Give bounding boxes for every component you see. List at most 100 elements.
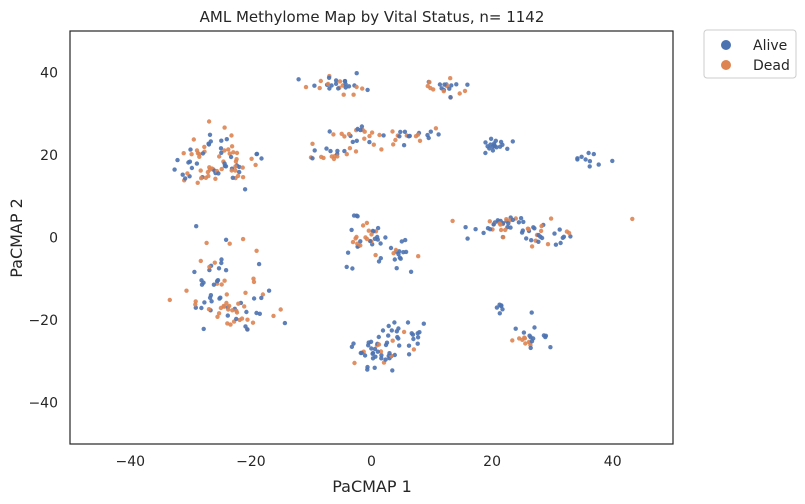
point-alive <box>218 295 223 300</box>
point-dead <box>391 251 396 256</box>
point-alive <box>230 175 235 180</box>
point-alive <box>392 320 397 325</box>
point-alive <box>454 82 459 87</box>
point-dead <box>501 235 506 240</box>
point-alive <box>558 240 563 246</box>
point-dead <box>498 227 504 233</box>
point-dead <box>219 166 224 172</box>
point-alive <box>202 300 207 305</box>
x-tick-label: −40 <box>116 454 146 470</box>
point-alive <box>296 77 301 82</box>
point-dead <box>250 320 256 325</box>
y-tick-label: 20 <box>40 148 58 164</box>
point-alive <box>519 230 525 235</box>
point-dead <box>202 144 207 150</box>
point-alive <box>372 346 378 352</box>
legend-marker-dead <box>721 60 731 70</box>
point-dead <box>504 217 509 222</box>
point-alive <box>591 151 596 157</box>
point-dead <box>317 85 322 91</box>
point-alive <box>536 239 541 244</box>
point-alive <box>225 313 230 318</box>
point-alive <box>587 164 592 169</box>
x-tick-label: 0 <box>367 454 376 470</box>
point-dead <box>362 136 367 141</box>
point-alive <box>398 129 403 135</box>
point-alive <box>528 345 533 351</box>
point-dead <box>195 180 200 185</box>
point-alive <box>194 161 200 166</box>
point-dead <box>213 176 218 181</box>
point-dead <box>342 134 347 139</box>
point-dead <box>390 129 395 134</box>
point-dead <box>441 89 446 94</box>
point-dead <box>254 248 259 253</box>
point-dead <box>390 338 395 343</box>
point-dead <box>378 349 384 354</box>
legend-marker-alive <box>721 40 731 50</box>
point-alive <box>405 320 411 325</box>
point-dead <box>350 239 356 245</box>
point-alive <box>396 336 401 341</box>
point-alive <box>380 328 386 333</box>
point-alive <box>436 132 441 137</box>
point-alive <box>396 326 401 331</box>
point-dead <box>376 342 382 347</box>
point-dead <box>450 218 455 224</box>
point-dead <box>448 76 453 81</box>
legend-label-alive: Alive <box>753 38 787 54</box>
point-alive <box>237 169 242 175</box>
x-tick-label: 40 <box>604 454 622 470</box>
point-alive <box>211 282 217 287</box>
point-dead <box>167 297 172 303</box>
point-alive <box>336 86 341 91</box>
point-alive <box>370 356 376 361</box>
point-alive <box>228 154 234 160</box>
point-dead <box>366 228 371 233</box>
point-alive <box>379 353 384 358</box>
point-dead <box>240 236 246 242</box>
point-alive <box>350 139 355 145</box>
point-dead <box>369 130 375 135</box>
point-alive <box>396 252 401 257</box>
point-alive <box>199 278 204 283</box>
point-alive <box>408 269 414 274</box>
point-alive <box>344 264 349 270</box>
point-alive <box>335 148 340 154</box>
point-dead <box>393 247 399 253</box>
point-alive <box>518 216 524 221</box>
point-dead <box>197 154 202 159</box>
point-alive <box>375 349 380 354</box>
point-alive <box>495 218 500 223</box>
point-alive <box>180 172 185 177</box>
point-dead <box>415 132 421 137</box>
point-dead <box>193 299 198 304</box>
point-dead <box>566 230 572 236</box>
point-alive <box>219 260 224 266</box>
point-alive <box>536 232 541 238</box>
point-alive <box>386 323 391 329</box>
point-alive <box>415 341 420 346</box>
point-alive <box>387 351 392 356</box>
point-alive <box>528 335 533 340</box>
point-dead <box>341 92 346 97</box>
point-alive <box>403 237 408 243</box>
point-alive <box>370 351 375 356</box>
point-dead <box>362 129 367 134</box>
point-dead <box>354 84 359 90</box>
point-alive <box>397 343 402 348</box>
chart-title: AML Methylome Map by Vital Status, n= 11… <box>200 8 545 26</box>
point-dead <box>226 147 231 152</box>
point-dead <box>212 260 217 265</box>
point-dead <box>310 141 315 146</box>
point-alive <box>383 357 388 362</box>
point-alive <box>465 236 470 241</box>
point-dead <box>431 87 436 92</box>
point-alive <box>329 83 334 88</box>
point-alive <box>201 326 206 332</box>
point-dead <box>221 303 226 309</box>
point-dead <box>525 226 531 231</box>
point-alive <box>183 176 188 181</box>
point-dead <box>416 254 421 259</box>
point-dead <box>353 149 359 154</box>
